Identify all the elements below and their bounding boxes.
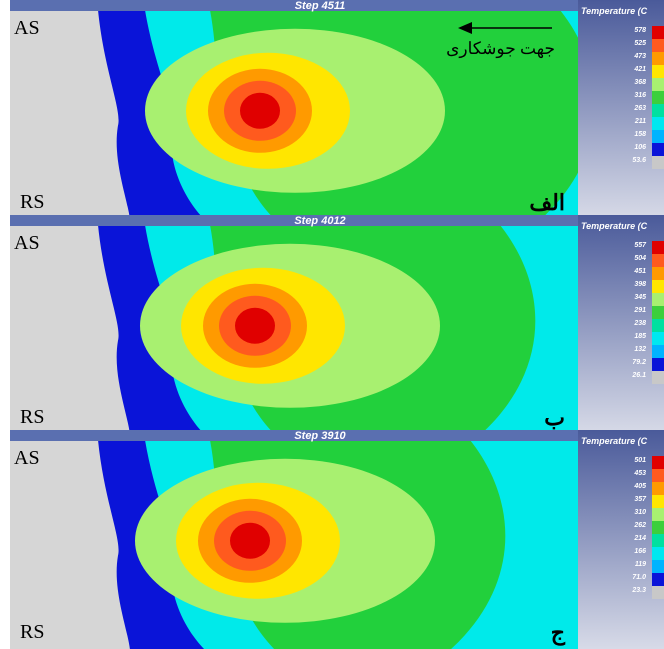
legend-swatch [652,78,664,91]
legend-swatch [652,241,664,254]
legend-swatch [652,332,664,345]
legend-value: 106 [634,144,646,151]
legend-value: 345 [634,294,646,301]
legend-swatch [652,508,664,521]
as-label: AS [14,232,40,254]
legend-swatch [652,534,664,547]
legend-value: 79.2 [632,359,646,366]
legend-swatch [652,65,664,78]
legend-swatch [652,586,664,599]
legend-swatch [652,254,664,267]
direction-arrowhead [458,22,472,34]
rs-label: RS [20,191,44,213]
step-title: Step 3910 [294,430,346,442]
legend-value: 451 [633,268,646,275]
legend-value: 291 [633,307,646,314]
legend-value: 310 [634,509,646,516]
legend-swatch [652,521,664,534]
contour-gray [10,440,130,649]
legend-title: Temperature (C [581,436,648,446]
legend-swatch [652,26,664,39]
legend-value: 26.1 [631,372,646,379]
legend-bg [578,430,664,649]
as-label: AS [14,447,40,469]
step-title: Step 4511 [295,0,346,12]
step-bar [10,0,578,11]
direction-label: جهت جوشکاری [446,39,555,59]
legend-value: 405 [633,483,646,490]
legend-swatch [652,495,664,508]
legend-swatch [652,130,664,143]
legend-swatch [652,280,664,293]
legend-value: 357 [634,496,647,503]
legend-swatch [652,456,664,469]
legend-swatch [652,306,664,319]
legend-value: 185 [634,333,646,340]
legend-swatch [652,573,664,586]
legend-value: 214 [633,535,646,542]
legend-value: 263 [633,105,646,112]
legend-value: 316 [634,92,646,99]
legend-value: 578 [634,27,646,34]
legend-value: 421 [633,66,646,73]
contour-gray [10,10,130,220]
legend-value: 504 [634,255,646,262]
step-bar [10,430,578,441]
panel: Step 4012 AS RS ب Temperature (C 557 504 451 398… [10,215,664,435]
legend-swatch [652,358,664,371]
panel-letter: ب [544,405,565,430]
legend-swatch [652,293,664,306]
step-bar [10,215,578,226]
legend-value: 525 [634,40,646,47]
panel-letter: ج [551,620,566,646]
legend-value: 453 [633,470,646,477]
contour-ellipse [230,522,270,559]
contour-ellipse [240,92,280,129]
legend-value: 262 [633,522,646,529]
legend-swatch [652,482,664,495]
as-label: AS [14,17,40,39]
legend-value: 211 [634,118,646,125]
legend-bg [578,0,664,220]
legend-swatch [652,39,664,52]
legend-value: 23.3 [631,587,646,594]
legend-value: 119 [635,561,646,568]
legend-swatch [652,319,664,332]
legend-value: 53.6 [632,157,646,164]
legend-value: 132 [634,346,646,353]
legend-swatch [652,345,664,358]
legend-swatch [652,560,664,573]
rs-label: RS [20,621,44,643]
legend-title: Temperature (C [581,6,648,16]
contour-ellipse [235,307,275,344]
legend-swatch [652,117,664,130]
contour-gray [10,225,130,435]
legend-swatch [652,469,664,482]
legend-value: 158 [634,131,646,138]
legend-value: 398 [634,281,646,288]
legend-value: 557 [634,242,647,249]
legend-value: 501 [634,457,646,464]
legend-swatch [652,156,664,169]
legend-swatch [652,91,664,104]
legend-swatch [652,104,664,117]
legend-bg [578,215,664,435]
legend-swatch [652,143,664,156]
panel: Step 3910 AS RS ج Temperature (C 501 453 405 357… [10,430,664,649]
legend-value: 238 [633,320,646,327]
legend-value: 71.0 [632,574,646,581]
step-title: Step 4012 [294,215,345,227]
legend-swatch [652,267,664,280]
legend-value: 166 [634,548,646,555]
legend-value: 473 [633,53,646,60]
rs-label: RS [20,406,44,428]
legend-swatch [652,371,664,384]
legend-title: Temperature (C [581,221,648,231]
legend-value: 368 [634,79,646,86]
legend-swatch [652,547,664,560]
panel: Step 4511 AS RS الف Temperature (C 578 525 473 4… [10,0,664,220]
legend-swatch [652,52,664,65]
panel-letter: الف [529,190,565,215]
